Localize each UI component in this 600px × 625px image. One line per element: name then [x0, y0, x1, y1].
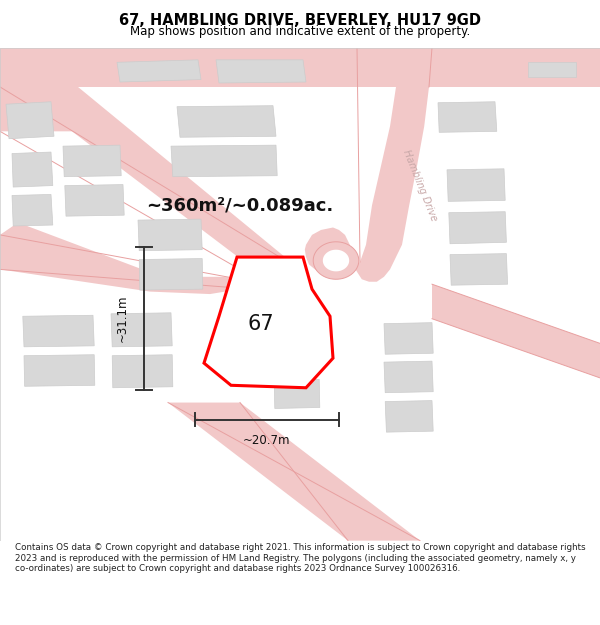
Text: Map shows position and indicative extent of the property.: Map shows position and indicative extent…	[130, 25, 470, 38]
Polygon shape	[12, 194, 53, 226]
Text: ~31.1m: ~31.1m	[116, 295, 129, 343]
Polygon shape	[313, 242, 359, 279]
Polygon shape	[0, 48, 600, 87]
Text: ~20.7m: ~20.7m	[243, 434, 291, 447]
Polygon shape	[204, 257, 333, 388]
Text: Contains OS data © Crown copyright and database right 2021. This information is : Contains OS data © Crown copyright and d…	[15, 543, 586, 573]
Polygon shape	[168, 402, 420, 541]
Polygon shape	[305, 48, 432, 282]
Polygon shape	[112, 355, 173, 388]
Polygon shape	[24, 355, 95, 386]
Polygon shape	[177, 106, 276, 138]
Polygon shape	[323, 249, 349, 271]
Polygon shape	[12, 152, 53, 187]
Polygon shape	[138, 219, 202, 251]
Polygon shape	[384, 322, 433, 354]
Polygon shape	[528, 62, 576, 77]
Polygon shape	[273, 342, 319, 371]
Polygon shape	[438, 102, 497, 132]
Polygon shape	[23, 315, 94, 347]
Text: ~360m²/~0.089ac.: ~360m²/~0.089ac.	[146, 196, 334, 214]
Polygon shape	[0, 222, 252, 294]
Polygon shape	[63, 145, 121, 177]
Polygon shape	[65, 184, 124, 216]
Polygon shape	[447, 169, 505, 201]
Polygon shape	[6, 102, 54, 139]
Polygon shape	[0, 87, 300, 304]
Polygon shape	[385, 401, 433, 432]
Polygon shape	[449, 212, 506, 244]
Polygon shape	[117, 60, 201, 82]
Polygon shape	[384, 361, 433, 392]
Text: 67, HAMBLING DRIVE, BEVERLEY, HU17 9GD: 67, HAMBLING DRIVE, BEVERLEY, HU17 9GD	[119, 13, 481, 28]
Polygon shape	[171, 145, 277, 177]
Polygon shape	[450, 254, 508, 285]
Text: 67: 67	[248, 314, 274, 334]
Polygon shape	[139, 259, 203, 290]
Text: Hambling Drive: Hambling Drive	[401, 148, 439, 222]
Polygon shape	[274, 379, 320, 409]
Polygon shape	[216, 60, 306, 83]
Polygon shape	[111, 312, 172, 347]
Polygon shape	[432, 284, 600, 378]
